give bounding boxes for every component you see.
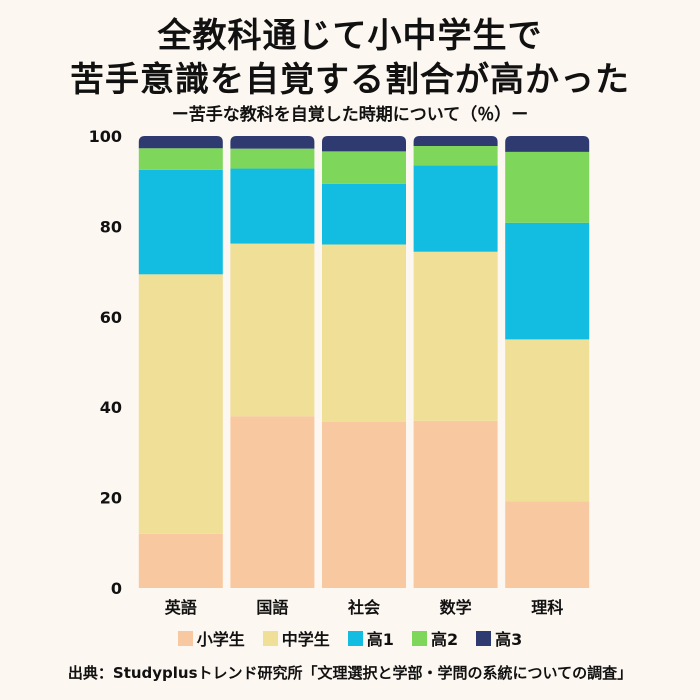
bar-segment-0-4 (138, 136, 223, 149)
x-category-label-2: 社会 (347, 598, 380, 617)
bar-segment-1-1 (230, 243, 315, 417)
bar-segment-0-0 (138, 533, 223, 588)
source-note: 出典：Studyplusトレンド研究所「文理選択と学部・学問の系統についての調査… (67, 664, 633, 682)
bar-segment-2-0 (322, 421, 406, 588)
bar-segment-1-3 (230, 148, 315, 169)
bar-segment-4-0 (505, 501, 590, 588)
y-tick-label-20: 20 (100, 489, 122, 508)
y-tick-label-80: 80 (100, 217, 122, 236)
legend-label-1: 中学生 (281, 630, 330, 649)
bar-segment-1-4 (230, 136, 315, 149)
bar-segment-2-4 (322, 136, 406, 152)
legend-label-4: 高3 (495, 630, 523, 649)
bar-segment-4-1 (505, 339, 590, 502)
bar-segment-3-0 (413, 420, 498, 588)
legend-item-1: 中学生 (262, 626, 330, 650)
legend-swatch-1 (262, 630, 278, 646)
bar-segment-3-4 (413, 136, 498, 146)
legend: 小学生 中学生 高1 高2 高3 (0, 626, 700, 650)
legend-label-0: 小学生 (196, 630, 245, 649)
bar-segment-3-3 (413, 145, 498, 166)
bar-segment-1-2 (230, 168, 315, 244)
title-line-2: 苦手意識を自覚する割合が高かった (70, 60, 630, 100)
bar-segment-0-3 (138, 148, 223, 170)
bar-segment-4-3 (505, 151, 590, 223)
bar-segment-2-2 (322, 183, 406, 245)
y-tick-label-40: 40 (100, 398, 122, 417)
x-category-label-0: 英語 (164, 598, 197, 617)
chart-subtitle: ー苦手な教科を自覚した時期について（％）ー (171, 105, 529, 125)
bar-segment-2-1 (322, 244, 406, 422)
bar-segment-4-4 (505, 136, 590, 152)
bar-segment-1-0 (230, 416, 315, 588)
legend-item-0: 小学生 (177, 626, 245, 650)
bar-segment-3-1 (413, 251, 498, 421)
bar-segment-2-3 (322, 151, 406, 184)
legend-item-2: 高1 (347, 626, 394, 650)
y-tick-label-100: 100 (89, 127, 122, 146)
legend-item-4: 高3 (476, 626, 522, 650)
chart-title: 全教科通じて小中学生で 苦手意識を自覚する割合が高かった (0, 14, 700, 102)
legend-swatch-3 (411, 630, 427, 646)
legend-swatch-2 (347, 630, 363, 646)
x-category-label-4: 理科 (531, 598, 563, 617)
legend-label-3: 高2 (430, 630, 459, 649)
bar-segment-0-1 (138, 274, 223, 534)
y-tick-label-0: 0 (111, 579, 122, 598)
legend-swatch-4 (476, 630, 492, 646)
bar-segment-0-2 (138, 169, 223, 275)
x-category-label-1: 国語 (256, 598, 288, 617)
bar-segment-4-2 (505, 222, 590, 340)
bar-segment-3-2 (413, 165, 498, 252)
title-line-1: 全教科通じて小中学生で (157, 16, 543, 56)
x-category-label-3: 数学 (440, 598, 472, 617)
legend-item-3: 高2 (411, 626, 459, 650)
legend-label-2: 高1 (366, 630, 394, 649)
y-tick-label-60: 60 (100, 308, 122, 327)
legend-swatch-0 (177, 630, 193, 646)
